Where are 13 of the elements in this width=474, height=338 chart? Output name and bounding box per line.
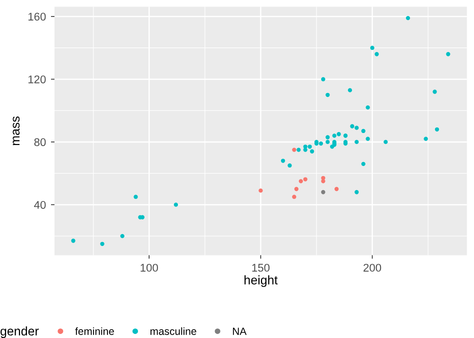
- y-tick-label: 80: [34, 138, 46, 146]
- x-tick-label: 100: [140, 264, 158, 272]
- x-tick-label: 150: [252, 264, 270, 272]
- x-tick-label: 200: [364, 264, 382, 272]
- legend-label: feminine: [75, 327, 114, 335]
- legend-title: gender: [0, 326, 39, 338]
- legend-label: masculine: [150, 327, 196, 335]
- x-axis-title: height: [244, 275, 278, 287]
- legend-label: NA: [232, 328, 247, 335]
- y-tick-label: 40: [34, 200, 46, 209]
- y-tick-label: 120: [28, 75, 46, 84]
- y-tick-label: 160: [28, 12, 46, 21]
- y-axis-title: mass: [12, 116, 20, 146]
